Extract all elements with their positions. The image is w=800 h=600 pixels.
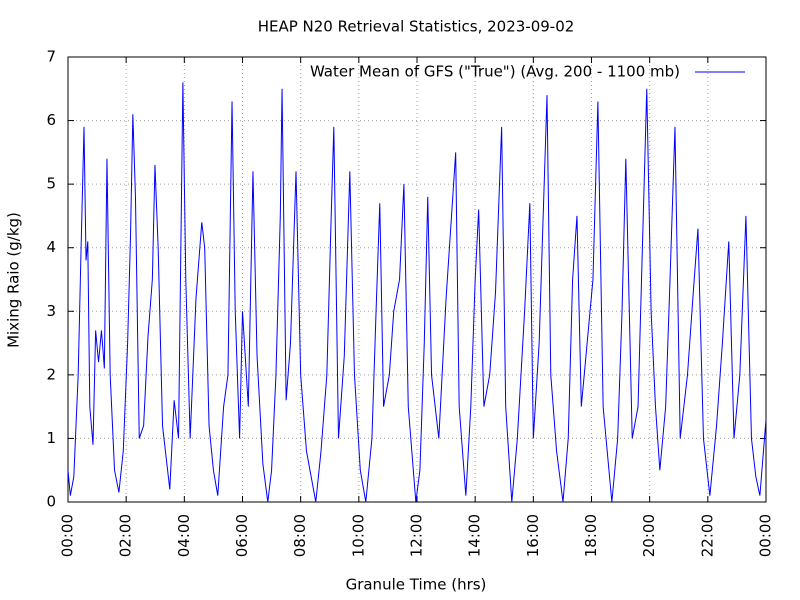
y-tick-label: 6 <box>46 111 56 129</box>
x-tick-label: 20:00 <box>640 514 658 557</box>
plot-frame <box>67 56 767 503</box>
x-tick-label: 10:00 <box>349 514 367 557</box>
legend-label: Water Mean of GFS ("True") (Avg. 200 - 1… <box>310 63 680 81</box>
y-tick-label: 5 <box>46 175 56 193</box>
x-tick-label: 14:00 <box>466 514 484 557</box>
y-tick-label: 0 <box>46 493 56 511</box>
y-tick-label: 3 <box>46 302 56 320</box>
x-tick-label: 06:00 <box>233 514 251 557</box>
y-tick-label: 2 <box>46 365 56 383</box>
x-tick-label: 02:00 <box>117 514 135 557</box>
chart-title: HEAP N20 Retrieval Statistics, 2023-09-0… <box>258 18 575 36</box>
x-axis-label: Granule Time (hrs) <box>346 576 487 594</box>
x-tick-label: 08:00 <box>291 514 309 557</box>
y-tick-label: 1 <box>46 429 56 447</box>
x-tick-label: 00:00 <box>59 514 77 557</box>
x-tick-label: 22:00 <box>698 514 716 557</box>
x-tick-label: 16:00 <box>524 514 542 557</box>
x-tick-label: 04:00 <box>175 514 193 557</box>
x-tick-label: 12:00 <box>408 514 426 557</box>
y-tick-label: 7 <box>46 48 56 66</box>
data-line <box>67 82 767 503</box>
x-tick-label: 18:00 <box>582 514 600 557</box>
y-tick-label: 4 <box>46 238 56 256</box>
y-axis-label: Mixing Raio (g/kg) <box>5 212 23 348</box>
x-tick-label: 00:00 <box>757 514 775 557</box>
